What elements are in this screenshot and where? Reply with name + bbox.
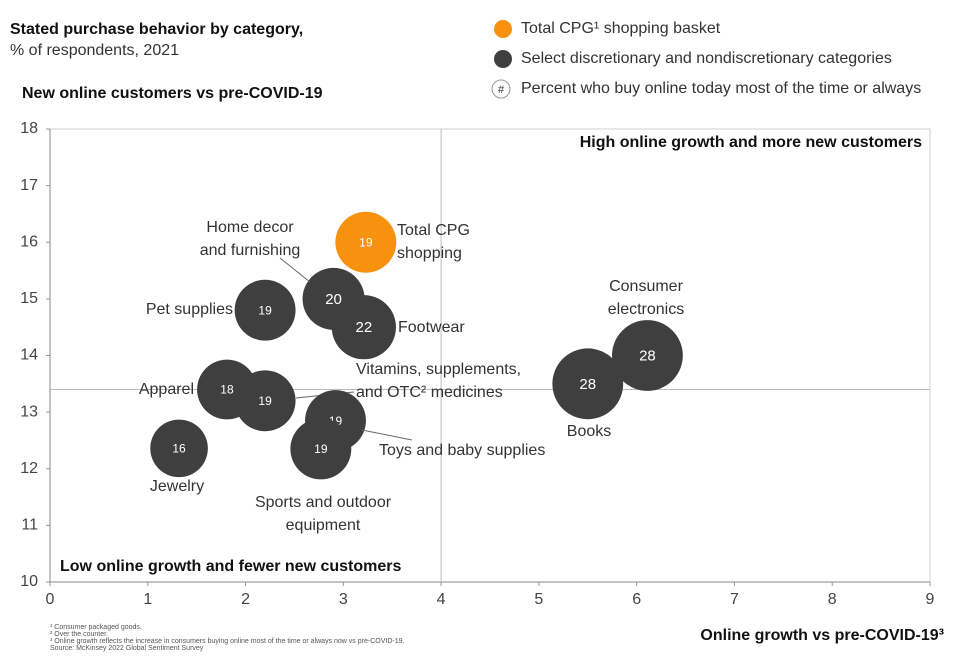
legend-label: Percent who buy online today most of the…: [521, 80, 921, 97]
point-label: Jewelry: [150, 478, 204, 495]
point-label: equipment: [286, 517, 361, 534]
x-tick-label: 4: [437, 591, 446, 608]
quadrant-label: Low online growth and fewer new customer…: [60, 558, 401, 575]
data-label: 28: [579, 376, 596, 393]
data-label: 19: [359, 235, 373, 249]
bubble: [331, 295, 396, 360]
quadrant-label: High online growth and more new customer…: [580, 134, 922, 151]
legend-marker: [494, 50, 512, 68]
footnote: ² Over the counter.: [50, 631, 108, 638]
point-label: Toys and baby supplies: [379, 442, 545, 459]
data-label: 19: [258, 394, 272, 408]
point-label: Footwear: [398, 319, 465, 336]
legend-marker: [494, 20, 512, 38]
bubble: [234, 279, 296, 341]
y-tick-label: 10: [20, 573, 38, 590]
point-label: Apparel: [139, 381, 194, 398]
x-tick-label: 0: [46, 591, 55, 608]
connector: [279, 257, 311, 283]
connector: [361, 429, 413, 441]
point-label: and OTC² medicines: [356, 384, 503, 401]
data-label: 18: [220, 383, 234, 397]
point-label: shopping: [397, 245, 462, 262]
x-tick-label: 8: [828, 591, 837, 608]
legend-label: Total CPG¹ shopping basket: [521, 20, 721, 37]
data-label: 22: [356, 319, 373, 336]
point-label: Home decor: [206, 219, 294, 236]
footnote: ³ Online growth reflects the increase in…: [50, 638, 404, 645]
point-label: Vitamins, supplements,: [356, 361, 521, 378]
point-label: Consumer: [609, 278, 683, 295]
y-axis-title: New online customers vs pre-COVID-19: [22, 85, 323, 102]
x-tick-label: 7: [730, 591, 739, 608]
y-tick-label: 18: [20, 120, 38, 137]
x-tick-label: 9: [926, 591, 935, 608]
point-label: electronics: [608, 301, 684, 318]
footnote: ¹ Consumer packaged goods.: [50, 624, 142, 631]
legend-marker: [491, 79, 511, 99]
x-tick-label: 5: [534, 591, 543, 608]
bubble: [150, 419, 208, 478]
data-label: 19: [258, 303, 272, 317]
x-tick-label: 2: [241, 591, 250, 608]
y-tick-label: 13: [20, 403, 38, 420]
point-label: Pet supplies: [146, 301, 233, 318]
legend-label: Select discretionary and nondiscretionar…: [521, 50, 892, 67]
x-axis-title: Online growth vs pre-COVID-19³: [700, 627, 944, 644]
x-tick-label: 1: [143, 591, 152, 608]
y-tick-label: 15: [20, 290, 38, 307]
bubble: [335, 211, 397, 273]
plot-frame: [49, 128, 931, 583]
bubble: [234, 370, 296, 432]
y-tick-label: 14: [20, 347, 38, 364]
y-tick-label: 16: [20, 233, 38, 250]
y-tick-label: 17: [20, 177, 38, 194]
point-label: Books: [567, 423, 611, 440]
y-tick-label: 12: [20, 460, 38, 477]
legend-symbol: #: [498, 84, 505, 96]
point-label: Total CPG: [397, 222, 470, 239]
chart-title: Stated purchase behavior by category,: [10, 21, 303, 38]
data-label: 16: [172, 442, 186, 456]
point-label: and furnishing: [200, 242, 301, 259]
point-label: Sports and outdoor: [255, 494, 392, 511]
data-label: 20: [325, 291, 342, 308]
y-tick-label: 11: [21, 517, 38, 534]
data-label: 19: [314, 442, 328, 456]
x-tick-label: 6: [632, 591, 641, 608]
x-tick-label: 3: [339, 591, 348, 608]
chart-subtitle: % of respondents, 2021: [10, 42, 179, 59]
data-label: 28: [639, 347, 656, 364]
bubble: [552, 348, 624, 420]
bubble: [612, 320, 683, 391]
footnote: Source: McKinsey 2022 Global Sentiment S…: [50, 645, 204, 652]
bubble: [290, 418, 352, 480]
